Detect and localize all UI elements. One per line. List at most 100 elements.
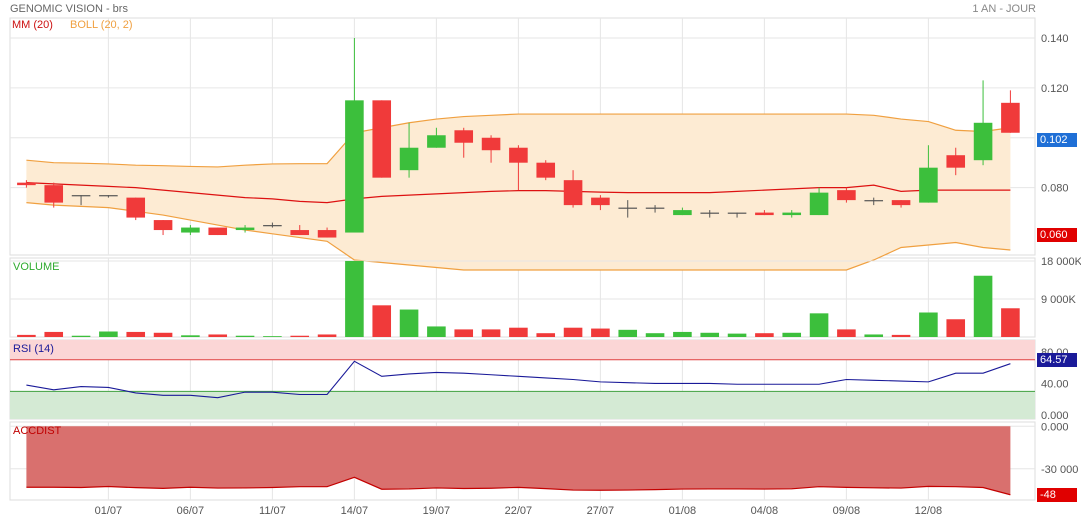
candle-body xyxy=(591,197,610,206)
candle-body xyxy=(973,122,993,161)
volume-bar xyxy=(536,333,556,337)
pane-frame-acc xyxy=(9,421,1036,501)
candle-body xyxy=(673,210,692,216)
volume-bar xyxy=(345,260,364,337)
volume-bar xyxy=(399,309,419,337)
accdist-tick-label: -30 000 xyxy=(1041,464,1078,476)
x-tick-label: 12/08 xyxy=(915,505,943,517)
volume-bar xyxy=(891,334,911,337)
volume-bar xyxy=(427,326,446,337)
legend-volume[interactable]: VOLUME xyxy=(13,261,60,273)
volume-bar xyxy=(1001,308,1020,337)
rsi-tick-label: 40.00 xyxy=(1041,378,1069,390)
candle-body xyxy=(919,167,938,203)
candle-body xyxy=(372,100,392,178)
candle-body xyxy=(946,155,966,168)
volume-bar xyxy=(727,333,747,337)
volume-bar xyxy=(809,313,829,337)
volume-bar xyxy=(317,334,337,337)
candle-body xyxy=(755,212,774,216)
volume-bar xyxy=(71,335,91,337)
candle-body xyxy=(618,207,638,209)
volume-bar xyxy=(481,329,501,337)
volume-bar xyxy=(290,335,310,337)
bollinger-upper-line xyxy=(26,113,1011,168)
volume-bar xyxy=(645,333,665,337)
rsi-overbought-zone xyxy=(10,340,1035,360)
candle-body xyxy=(345,100,364,233)
candle-body xyxy=(536,162,556,178)
x-tick-label: 22/07 xyxy=(505,505,533,517)
price-last-badge: 0.102 xyxy=(1037,133,1077,147)
period-label[interactable]: 1 AN - JOUR xyxy=(972,3,1036,15)
legend-boll[interactable]: BOLL (20, 2) xyxy=(70,19,133,31)
bollinger-band-fill xyxy=(26,114,1011,270)
x-tick-label: 27/07 xyxy=(587,505,615,517)
candle-body xyxy=(290,230,310,236)
volume-bar xyxy=(372,305,392,337)
candle-body xyxy=(563,180,583,206)
volume-bar xyxy=(946,319,966,337)
volume-bar xyxy=(17,334,36,337)
candle-body xyxy=(235,227,255,231)
accdist-line xyxy=(26,476,1011,496)
candle-body xyxy=(399,147,419,171)
candle-body xyxy=(891,200,911,206)
volume-tick-label: 18 000K xyxy=(1041,256,1081,268)
candle-body xyxy=(481,137,501,151)
bollinger-lower-line xyxy=(26,202,1011,271)
x-tick-label: 04/08 xyxy=(751,505,779,517)
candle-body xyxy=(1001,102,1020,133)
x-tick-label: 09/08 xyxy=(833,505,861,517)
volume-bar xyxy=(973,275,993,337)
volume-bar xyxy=(454,329,474,337)
price-tick-label: 0.120 xyxy=(1041,83,1069,95)
candle-body xyxy=(317,230,337,238)
price-tick-label: 0.140 xyxy=(1041,33,1069,45)
price-low-badge: 0.060 xyxy=(1037,228,1077,242)
volume-bar xyxy=(181,335,200,337)
candle-body xyxy=(837,190,856,201)
candle-body xyxy=(809,192,829,216)
candle-body xyxy=(645,207,665,209)
volume-bar xyxy=(591,328,610,337)
rsi-last-badge: 64.57 xyxy=(1037,353,1077,367)
candle-body xyxy=(454,130,474,143)
rsi-tick-label: 0.000 xyxy=(1041,410,1069,422)
candle-body xyxy=(153,220,173,231)
volume-bar xyxy=(126,331,146,337)
candle-body xyxy=(700,212,720,214)
x-tick-label: 06/07 xyxy=(177,505,205,517)
x-tick-label: 11/07 xyxy=(259,505,286,517)
legend-accdist[interactable]: ACCDIST xyxy=(13,425,62,437)
candle-body xyxy=(782,212,802,216)
volume-bar xyxy=(208,334,228,337)
volume-bar xyxy=(44,331,64,337)
x-tick-label: 14/07 xyxy=(341,505,369,517)
volume-bar xyxy=(235,335,255,337)
chart-title: GENOMIC VISION - brs xyxy=(10,3,128,15)
volume-bar xyxy=(99,331,118,337)
volume-bar xyxy=(755,333,774,337)
volume-bar xyxy=(509,327,528,337)
x-tick-label: 01/08 xyxy=(669,505,697,517)
rsi-line xyxy=(26,360,1011,399)
accdist-area xyxy=(26,426,1011,495)
volume-bar xyxy=(700,332,720,337)
volume-tick-label: 9 000K xyxy=(1041,294,1077,306)
candle-body xyxy=(126,197,146,218)
legend-rsi[interactable]: RSI (14) xyxy=(13,343,54,355)
candle-body xyxy=(208,227,228,236)
volume-bar xyxy=(263,336,282,337)
volume-bar xyxy=(153,332,173,337)
volume-bar xyxy=(673,331,692,337)
legend-mm[interactable]: MM (20) xyxy=(12,19,53,31)
candle-body xyxy=(17,182,36,186)
volume-bar xyxy=(919,312,938,337)
volume-bar xyxy=(837,329,856,337)
volume-bar xyxy=(782,332,802,337)
volume-bar xyxy=(618,329,638,337)
x-tick-label: 19/07 xyxy=(423,505,451,517)
rsi-oversold-zone xyxy=(10,391,1035,419)
